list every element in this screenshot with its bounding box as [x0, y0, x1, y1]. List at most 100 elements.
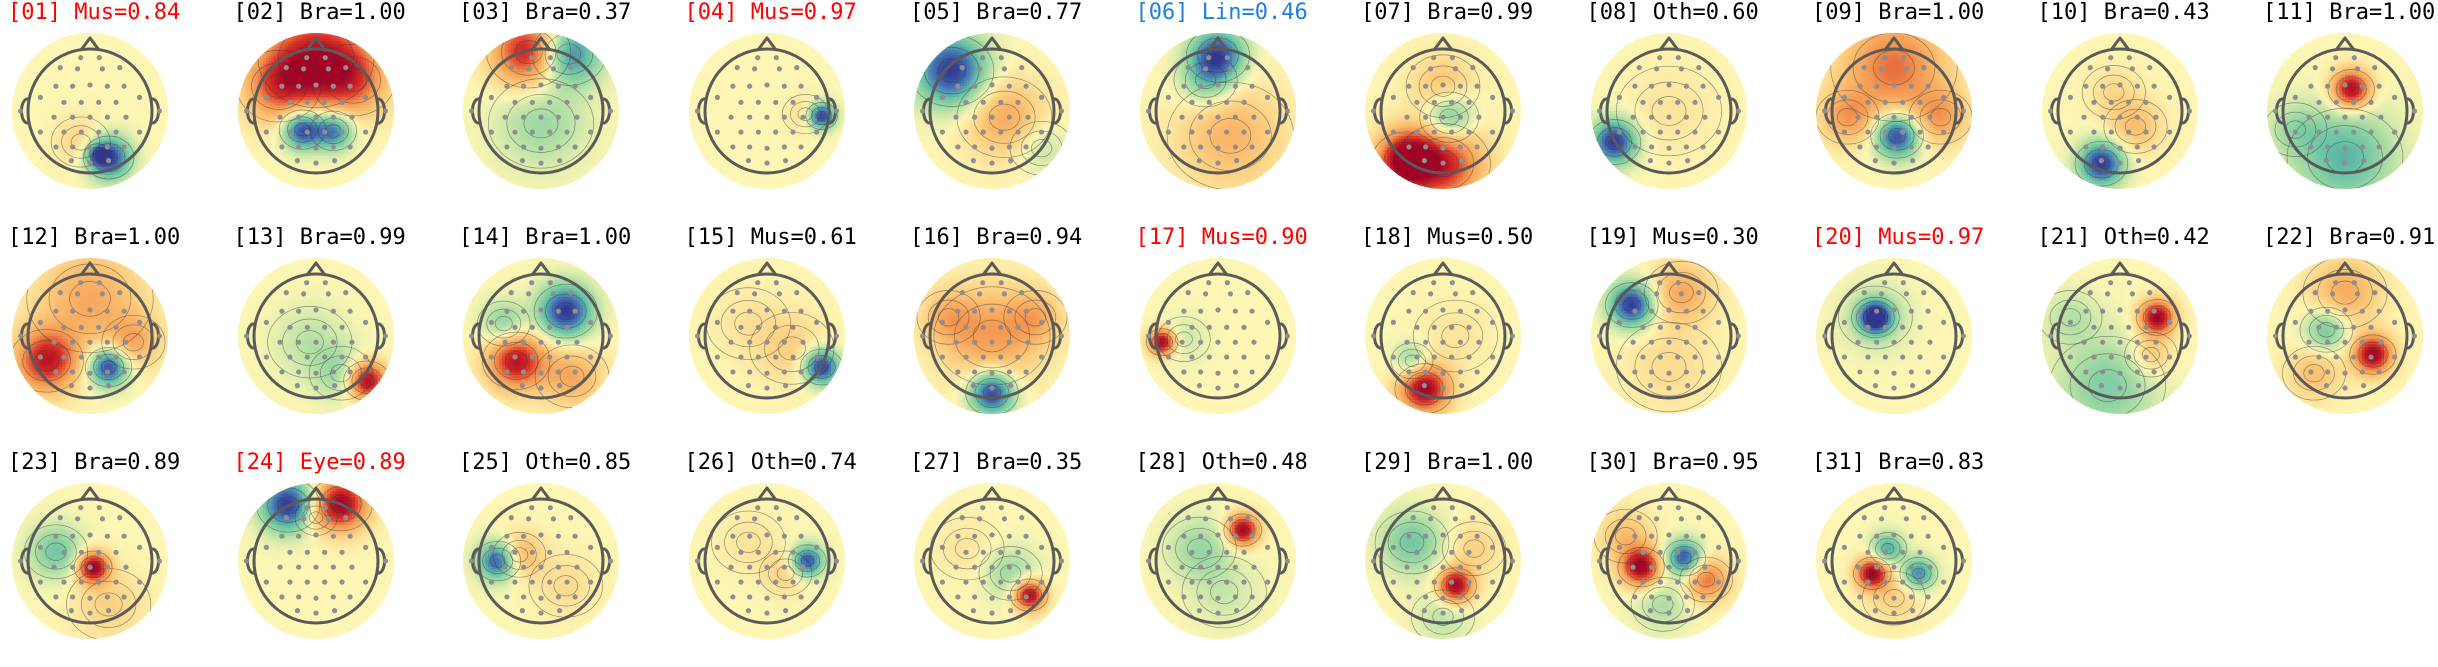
sensor-dot: [1458, 369, 1463, 374]
sensor-dot: [2167, 129, 2172, 134]
sensor-dot: [2167, 95, 2172, 100]
sensor-dot: [1423, 534, 1428, 539]
sensor-dot: [1702, 565, 1707, 570]
sensor-dot: [2047, 333, 2052, 338]
sensor-dot: [977, 66, 982, 71]
sensor-dot: [122, 594, 127, 599]
sensor-dot: [2325, 340, 2330, 345]
sensor-dot: [1926, 309, 1931, 314]
sensor-dot: [714, 579, 719, 584]
sensor-dot: [287, 129, 292, 134]
sensor-dot: [1675, 325, 1680, 330]
component-panel: [13] Bra=0.99: [234, 225, 434, 425]
sensor-dot: [287, 579, 292, 584]
sensor-dot: [953, 340, 958, 345]
sensor-dot: [2129, 291, 2134, 296]
sensor-dot: [833, 333, 838, 338]
sensor-dot: [296, 84, 301, 89]
sensor-dot: [960, 515, 965, 520]
component-panel: [30] Bra=0.95: [1587, 450, 1787, 650]
component-panel: [04] Mus=0.97: [685, 0, 885, 200]
sensor-dot: [2136, 383, 2141, 388]
sensor-dot: [972, 340, 977, 345]
sensor-dot: [1842, 579, 1847, 584]
sensor-dot: [1206, 354, 1211, 359]
sensor-dot: [1842, 320, 1847, 325]
sensor-dot: [123, 340, 128, 345]
topomap: [912, 31, 1072, 191]
sensor-dot: [287, 354, 292, 359]
sensor-dot: [2108, 129, 2113, 134]
sensor-dot: [1683, 594, 1688, 599]
sensor-dot: [1640, 354, 1645, 359]
sensor-dot: [773, 100, 778, 105]
sensor-dot: [1224, 100, 1229, 105]
sensor-dot: [1265, 545, 1270, 550]
sensor-dot: [814, 354, 819, 359]
sensor-dot: [1019, 515, 1024, 520]
sensor-dot: [1666, 146, 1671, 151]
sensor-dot: [301, 66, 306, 71]
sensor-dot: [955, 594, 960, 599]
sensor-dot: [776, 516, 781, 521]
sensor-dot: [814, 579, 819, 584]
sensor-dot: [1024, 534, 1029, 539]
component-title: [31] Bra=0.83: [1812, 450, 1984, 476]
sensor-dot: [105, 369, 110, 374]
sensor-dot: [1696, 515, 1701, 520]
scalp-field: [10, 481, 170, 641]
sensor-dot: [521, 565, 526, 570]
sensor-dot: [530, 325, 535, 330]
sensor-dot: [1900, 100, 1905, 105]
sensor-dot: [1391, 545, 1396, 550]
sensor-dot: [1654, 291, 1659, 296]
sensor-dot: [1007, 340, 1012, 345]
sensor-dot: [1241, 550, 1246, 555]
sensor-dot: [70, 369, 75, 374]
sensor-dot: [137, 95, 142, 100]
sensor-dot: [2117, 115, 2122, 120]
sensor-dot: [1440, 115, 1445, 120]
sensor-dot: [97, 505, 102, 510]
sensor-dot: [538, 371, 543, 376]
component-title: [18] Mus=0.50: [1361, 225, 1533, 251]
sensor-dot: [2083, 369, 2088, 374]
sensor-dot: [277, 115, 282, 120]
component-panel: [16] Bra=0.94: [910, 225, 1110, 425]
scalp-field: [1138, 481, 1298, 641]
sensor-dot: [1917, 100, 1922, 105]
sensor-dot: [773, 280, 778, 285]
sensor-dot: [1883, 579, 1888, 584]
sensor-dot: [1692, 100, 1697, 105]
sensor-dot: [800, 115, 805, 120]
sensor-dot: [1657, 550, 1662, 555]
sensor-dot: [2368, 325, 2373, 330]
sensor-dot: [61, 354, 66, 359]
sensor-dot: [79, 325, 84, 330]
sensor-dot: [78, 505, 83, 510]
sensor-dot: [325, 66, 330, 71]
sensor-dot: [489, 354, 494, 359]
sensor-dot: [1640, 100, 1645, 105]
sensor-dot: [61, 325, 66, 330]
scalp-field: [1363, 481, 1523, 641]
sensor-dot: [2316, 100, 2321, 105]
sensor-dot: [547, 550, 552, 555]
topomap: [1589, 256, 1749, 416]
component-panel: [27] Bra=0.35: [910, 450, 1110, 650]
sensor-dot: [2325, 84, 2330, 89]
sensor-dot: [313, 532, 318, 537]
sensor-dot: [1039, 95, 1044, 100]
sensor-dot: [989, 385, 994, 390]
sensor-dot: [1630, 340, 1635, 345]
sensor-dot: [833, 558, 838, 563]
sensor-dot: [557, 158, 562, 163]
sensor-dot: [1874, 309, 1879, 314]
sensor-dot: [70, 565, 75, 570]
sensor-dot: [2081, 340, 2086, 345]
sensor-dot: [1198, 144, 1203, 149]
sensor-dot: [1909, 84, 1914, 89]
sensor-dot: [363, 320, 368, 325]
sensor-dot: [2083, 144, 2088, 149]
sensor-dot: [814, 129, 819, 134]
